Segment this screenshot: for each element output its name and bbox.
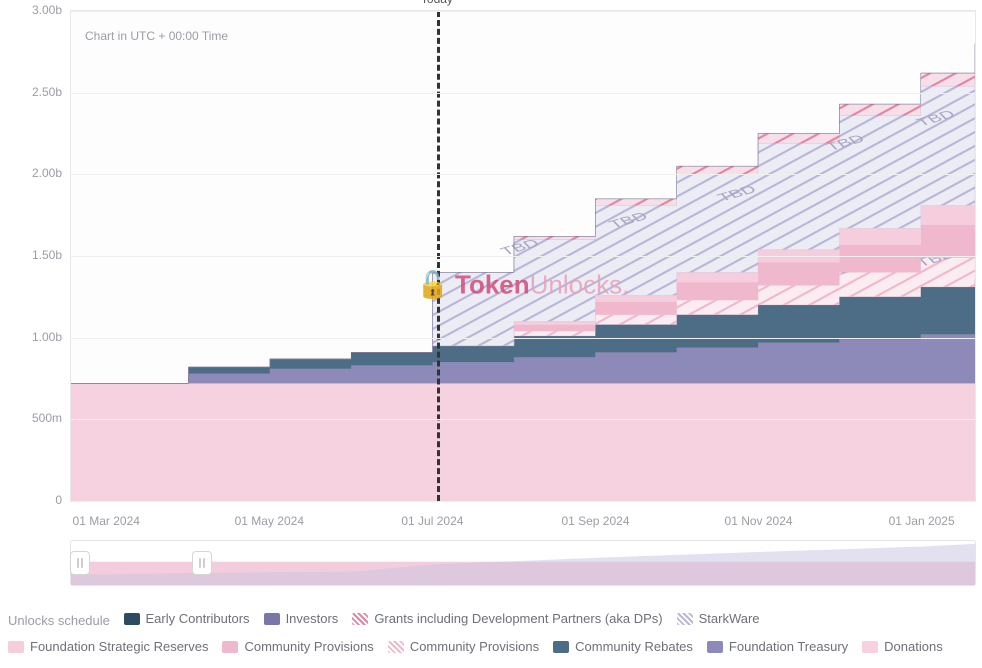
legend-label: Community Rebates bbox=[575, 634, 693, 660]
x-tick-label: 01 May 2024 bbox=[235, 514, 304, 528]
gridline bbox=[71, 501, 975, 502]
legend-label: Grants including Development Partners (a… bbox=[374, 606, 662, 632]
range-brush[interactable] bbox=[70, 540, 976, 586]
y-tick-label: 1.00b bbox=[14, 330, 62, 344]
x-tick-label: 01 Mar 2024 bbox=[73, 514, 140, 528]
gridline bbox=[71, 338, 975, 339]
legend-item-early_contributors[interactable]: Early Contributors bbox=[124, 606, 250, 632]
legend-swatch bbox=[677, 613, 693, 625]
legend-swatch bbox=[8, 641, 24, 653]
y-tick-label: 1.50b bbox=[14, 248, 62, 262]
x-tick-label: 01 Jul 2024 bbox=[401, 514, 463, 528]
legend-label: StarkWare bbox=[699, 606, 760, 632]
legend-item-foundation_treasury[interactable]: Foundation Treasury bbox=[707, 634, 848, 660]
legend-label: Foundation Strategic Reserves bbox=[30, 634, 208, 660]
y-tick-label: 2.50b bbox=[14, 85, 62, 99]
gridline bbox=[71, 11, 975, 12]
brush-handle-left[interactable] bbox=[70, 551, 90, 575]
gridline bbox=[71, 419, 975, 420]
brush-handle-right[interactable] bbox=[192, 551, 212, 575]
legend-title: Unlocks schedule bbox=[8, 613, 110, 628]
gridline bbox=[71, 174, 975, 175]
y-tick-label: 0 bbox=[14, 493, 62, 507]
x-axis: 01 Mar 2024 01 May 2024 01 Jul 2024 01 Sep … bbox=[70, 506, 976, 530]
legend-label: Early Contributors bbox=[146, 606, 250, 632]
legend-swatch bbox=[388, 641, 404, 653]
legend-label: Community Provisions bbox=[410, 634, 539, 660]
legend: Unlocks schedule Early Contributors Inves… bbox=[8, 606, 974, 662]
y-tick-label: 3.00b bbox=[14, 3, 62, 17]
legend-label: Foundation Treasury bbox=[729, 634, 848, 660]
x-tick-label: 01 Nov 2024 bbox=[725, 514, 793, 528]
series-donations bbox=[71, 383, 975, 501]
token-unlocks-chart: Today Chart in UTC + 00:00 Time TBDTBDTB… bbox=[0, 0, 982, 668]
today-label: Today bbox=[421, 0, 453, 6]
legend-swatch bbox=[862, 641, 878, 653]
legend-swatch bbox=[707, 641, 723, 653]
legend-swatch bbox=[264, 613, 280, 625]
legend-item-community_rebates[interactable]: Community Rebates bbox=[553, 634, 693, 660]
plot-area: Chart in UTC + 00:00 Time TBDTBDTBDTBDTB… bbox=[70, 10, 976, 502]
y-tick-label: 500m bbox=[14, 411, 62, 425]
legend-label: Donations bbox=[884, 634, 943, 660]
x-tick-label: 01 Jan 2025 bbox=[889, 514, 955, 528]
legend-label: Investors bbox=[286, 606, 339, 632]
legend-item-starkware[interactable]: StarkWare bbox=[677, 606, 760, 632]
legend-item-community_provisions2[interactable]: Community Provisions bbox=[388, 634, 539, 660]
legend-label: Community Provisions bbox=[244, 634, 373, 660]
y-tick-label: 2.00b bbox=[14, 166, 62, 180]
legend-swatch bbox=[124, 613, 140, 625]
legend-swatch bbox=[352, 613, 368, 625]
gridline bbox=[71, 256, 975, 257]
legend-swatch bbox=[222, 641, 238, 653]
legend-item-community_provisions[interactable]: Community Provisions bbox=[222, 634, 373, 660]
legend-item-foundation_reserves[interactable]: Foundation Strategic Reserves bbox=[8, 634, 208, 660]
legend-item-investors[interactable]: Investors bbox=[264, 606, 339, 632]
gridline bbox=[71, 93, 975, 94]
legend-item-grants[interactable]: Grants including Development Partners (a… bbox=[352, 606, 662, 632]
legend-item-donations[interactable]: Donations bbox=[862, 634, 943, 660]
legend-swatch bbox=[553, 641, 569, 653]
x-tick-label: 01 Sep 2024 bbox=[561, 514, 629, 528]
